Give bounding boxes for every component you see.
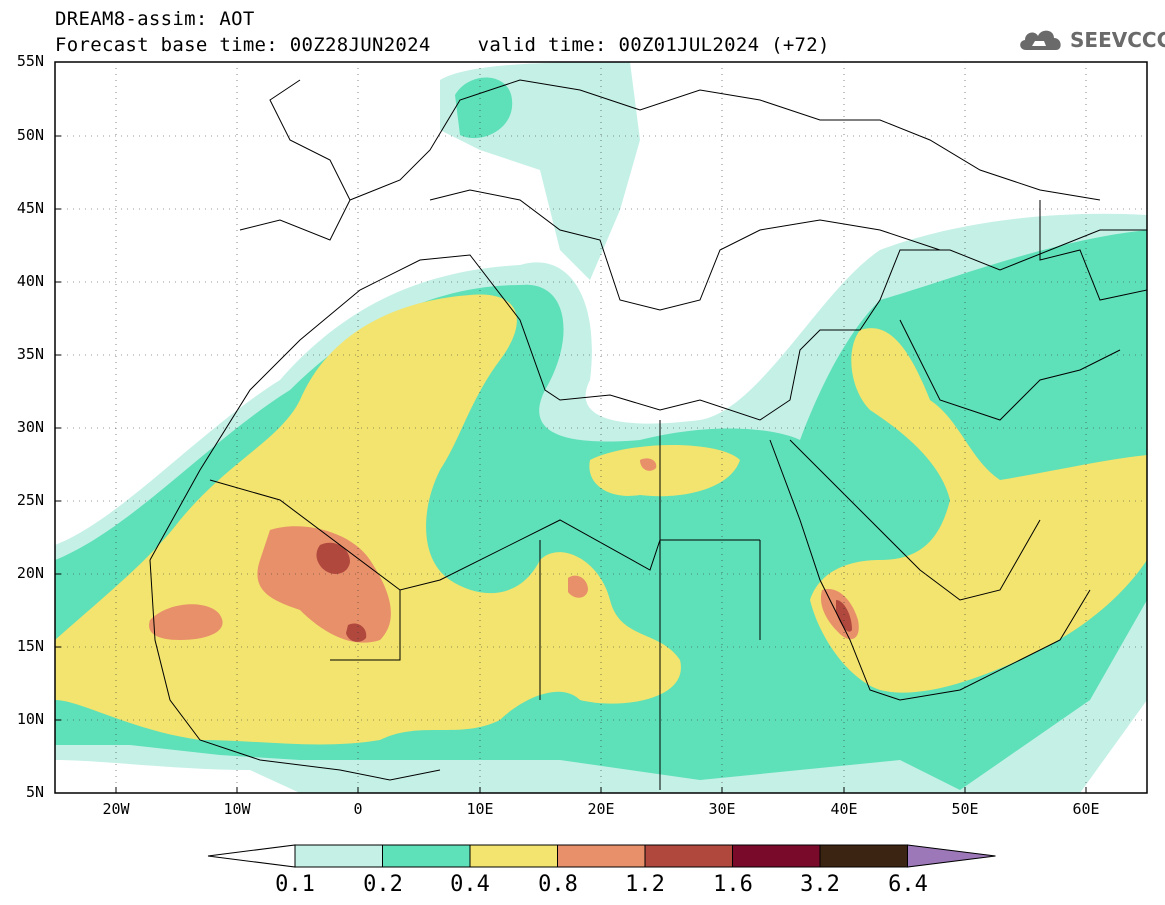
seevccc-logo: SEEVCCC: [1016, 24, 1165, 58]
colorbar-swatch: [732, 844, 821, 868]
aot-band-1.2: [316, 542, 852, 642]
colorbar-swatch: [819, 844, 908, 868]
forecast-times: Forecast base time: 00Z28JUN2024 valid t…: [55, 34, 830, 56]
colorbar-swatch: [557, 844, 646, 868]
colorbar-label: 0.4: [450, 872, 490, 897]
colorbar-label: 1.2: [625, 872, 665, 897]
lon-label: 10W: [223, 800, 251, 818]
lon-label: 20W: [102, 800, 130, 818]
colorbar-swatch: [294, 844, 383, 868]
colorbar-over-arrow: [907, 844, 996, 868]
lat-label: 40N: [16, 272, 44, 290]
colorbar-swatch: [382, 844, 471, 868]
map-title: DREAM8-assim: AOT: [55, 8, 255, 30]
lat-label: 10N: [16, 710, 44, 728]
lat-label: 15N: [16, 637, 44, 655]
colorbar-label: 0.2: [363, 872, 403, 897]
lat-label: 55N: [16, 52, 44, 70]
lon-label: 20E: [587, 800, 615, 818]
cloud-icon: [1020, 30, 1061, 50]
lon-label: 60E: [1072, 800, 1100, 818]
graticule: [55, 62, 1147, 793]
lon-label: 30E: [708, 800, 736, 818]
colorbar: [207, 844, 996, 868]
colorbar-label: 0.8: [538, 872, 578, 897]
lat-label: 45N: [16, 199, 44, 217]
colorbar-swatch: [469, 844, 558, 868]
lat-label: 20N: [16, 564, 44, 582]
colorbar-label: 3.2: [800, 872, 840, 897]
aot-shading: [55, 62, 1147, 793]
lat-label: 30N: [16, 418, 44, 436]
lat-label: 35N: [16, 345, 44, 363]
colorbar-under-arrow: [207, 844, 296, 868]
axis-ticks: [55, 61, 1087, 793]
lon-label: 0: [353, 800, 363, 818]
coastlines: [149, 79, 1147, 790]
lat-label: 25N: [16, 491, 44, 509]
logo-text: SEEVCCC: [1070, 28, 1165, 52]
colorbar-swatch: [644, 844, 733, 868]
colorbar-label: 6.4: [888, 872, 928, 897]
lon-label: 10E: [466, 800, 494, 818]
colorbar-label: 1.6: [713, 872, 753, 897]
lon-label: 50E: [951, 800, 979, 818]
lat-label: 5N: [25, 783, 44, 801]
lat-label: 50N: [16, 126, 44, 144]
lon-label: 40E: [830, 800, 858, 818]
colorbar-label: 0.1: [275, 872, 315, 897]
